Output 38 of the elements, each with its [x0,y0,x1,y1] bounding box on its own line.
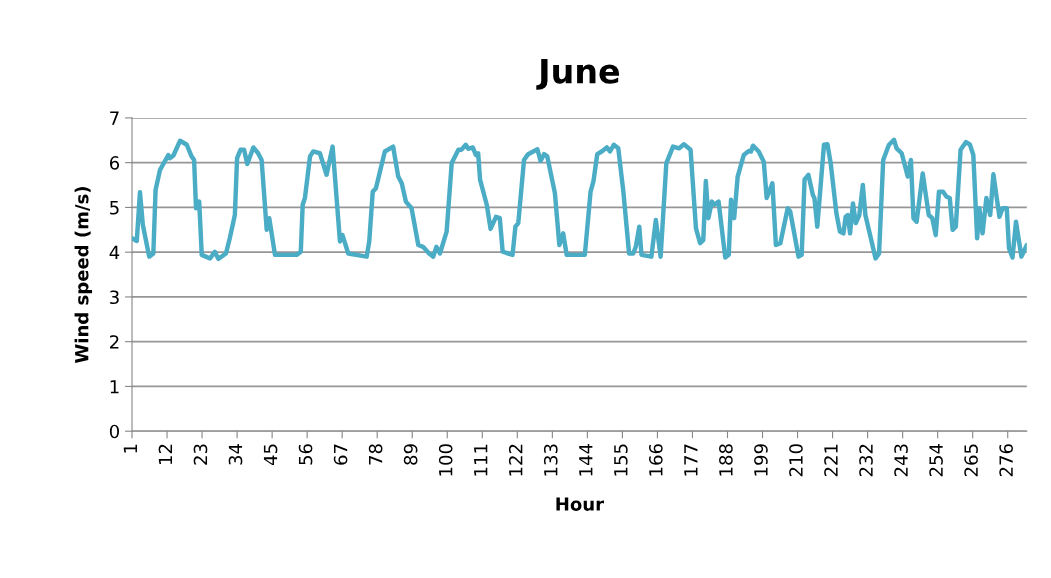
x-tick-label: 265 [964,444,978,477]
x-tick-label: 78 [368,444,383,465]
y-tick-label: 0 [109,424,119,439]
y-tick-label: 1 [110,380,119,394]
x-tick-label: 188 [719,444,733,476]
x-tick-label: 254 [929,444,943,477]
line-series [132,137,1027,262]
x-tick-label: 155 [614,444,628,476]
y-tick-label: 3 [110,290,119,305]
x-tick-label: 100 [438,444,453,476]
y-tick-label: 6 [109,156,120,170]
x-tick-label: 166 [649,444,663,476]
chart-title: June [536,58,620,90]
x-tick-label: 243 [894,444,908,477]
x-tick-label: 122 [508,444,523,476]
x-tick-label: 23 [193,444,208,465]
x-tick-label: 133 [543,444,558,476]
x-tick-label: 45 [263,444,278,466]
x-tick-label: 56 [298,444,313,465]
x-tick-label: 221 [824,444,838,477]
x-tick-label: 111 [474,444,488,476]
x-tick-label: 177 [684,444,698,476]
x-tick-label: 12 [158,444,173,464]
x-tick-label: 34 [228,444,243,465]
x-axis-title: Hour [556,497,604,511]
x-tick-label: 67 [333,444,348,465]
x-tick-label: 276 [999,444,1013,477]
x-tick-label: 1 [123,444,137,453]
x-tick-label: 210 [789,444,803,477]
x-tick-label: 232 [859,444,873,477]
y-tick-label: 2 [110,335,119,349]
y-tick-label: 4 [109,245,120,260]
x-tick-label: 89 [403,444,418,465]
y-axis-title: Wind speed (m/s) [74,187,93,364]
y-tick-label: 5 [110,201,119,215]
x-tick-label: 144 [579,444,593,476]
y-tick-label: 7 [110,111,119,125]
x-tick-label: 199 [754,444,768,476]
